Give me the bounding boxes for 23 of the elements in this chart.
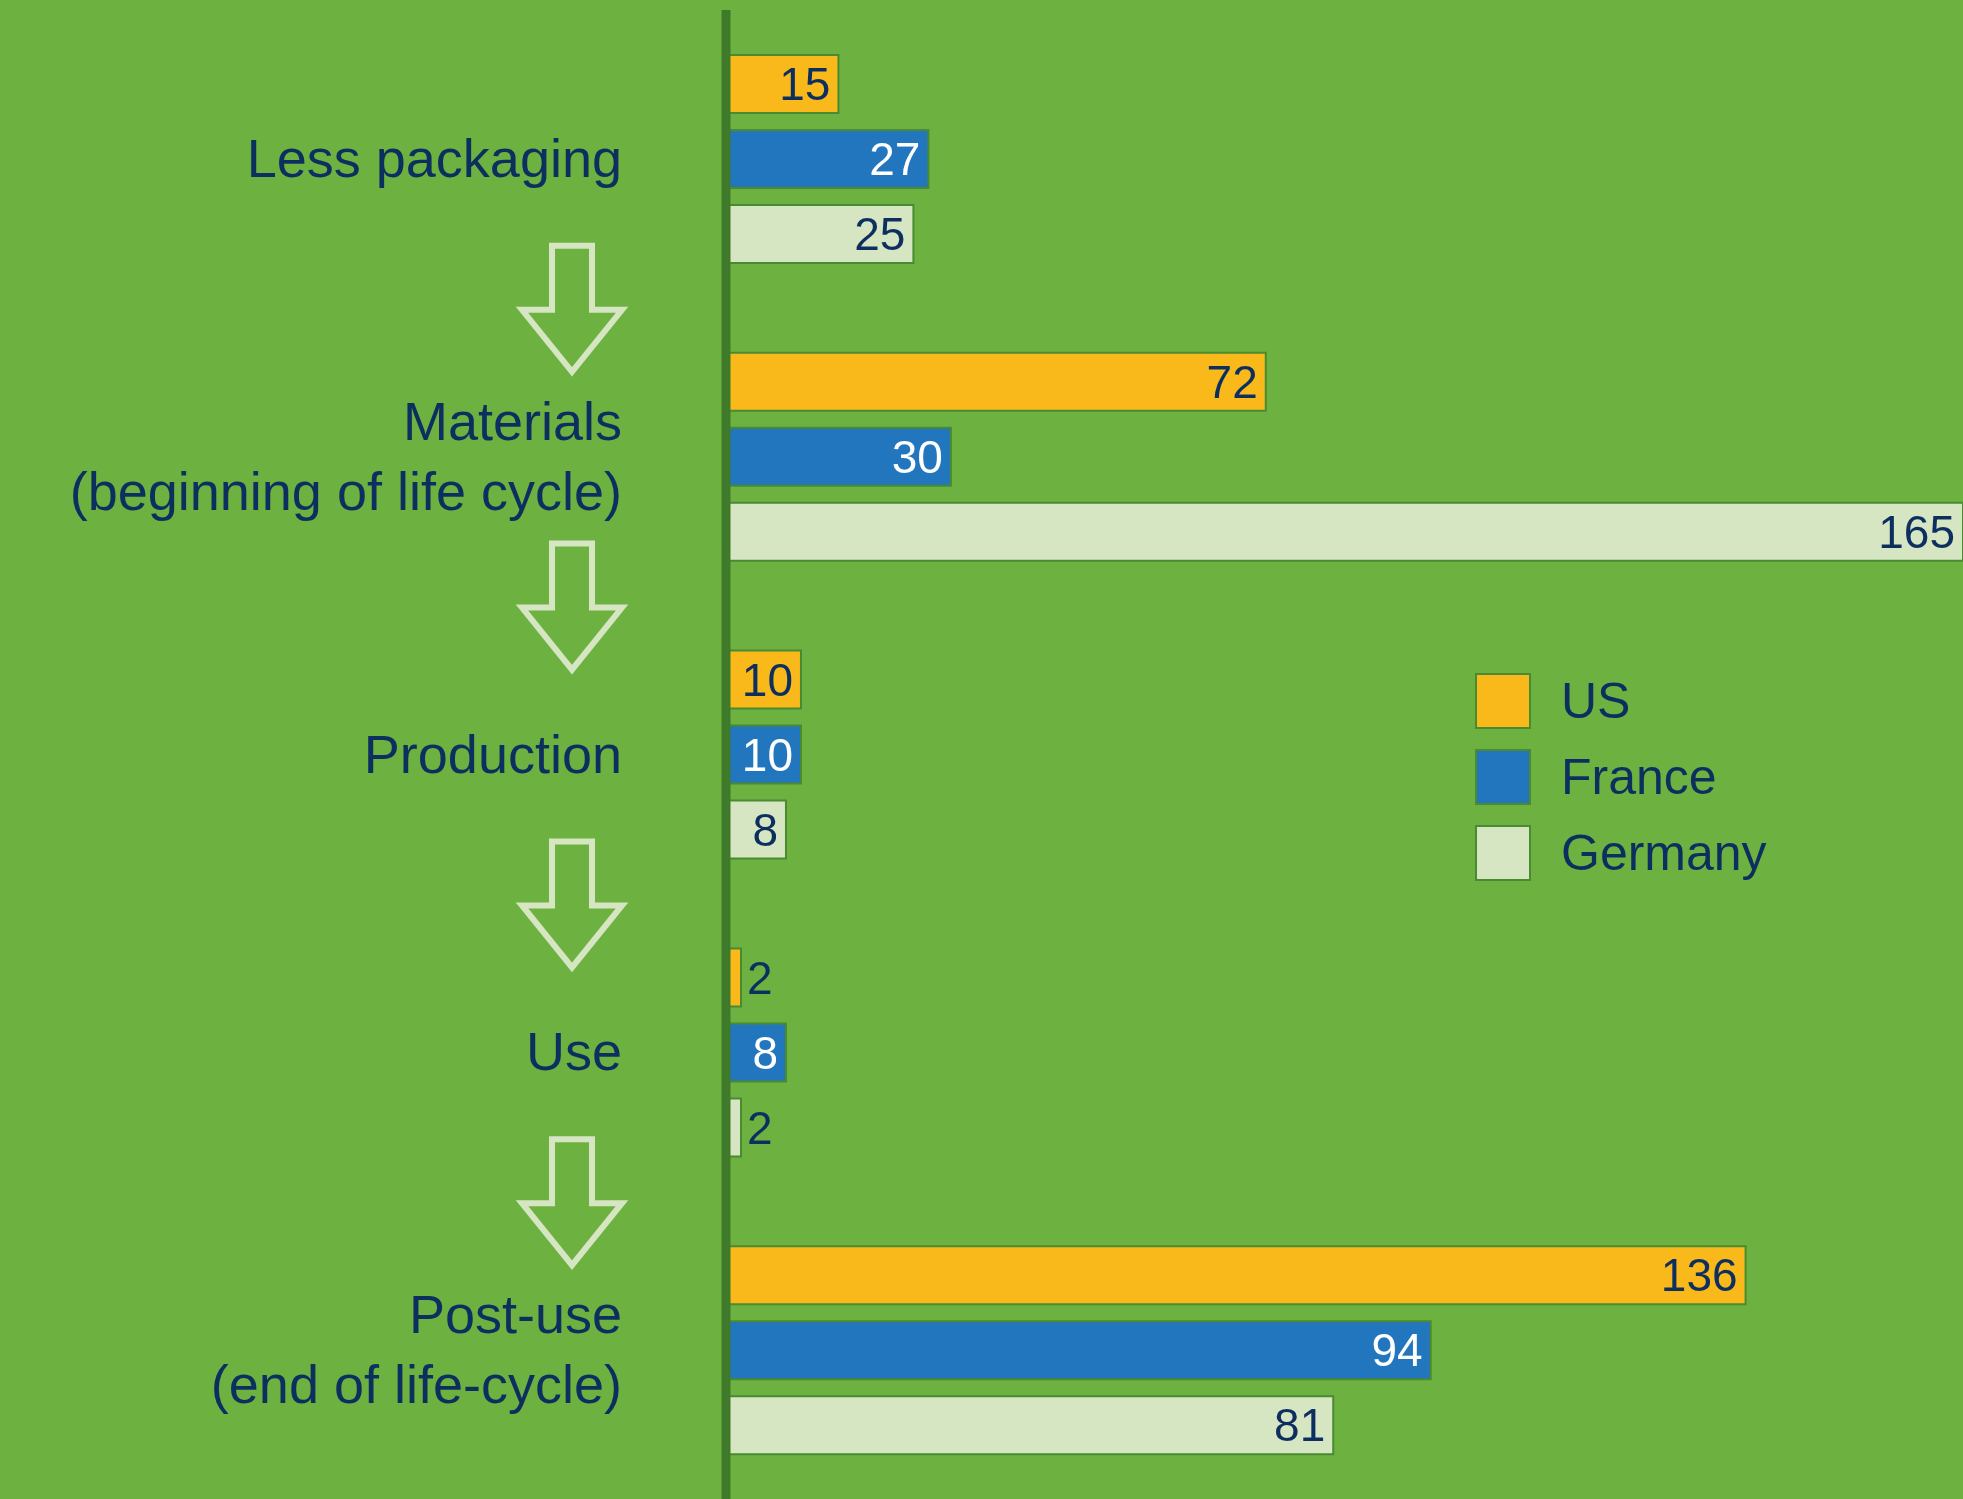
data-label: 2 [746,951,773,1004]
legend-label: US [1561,672,1631,730]
data-label: 10 [741,728,793,781]
data-label: 165 [1878,505,1955,558]
y-tick-label: Less packaging [246,127,622,188]
data-label: 10 [741,653,793,706]
data-label: 8 [752,1026,778,1079]
data-label: 2 [746,1101,773,1154]
legend-label: Germany [1561,824,1767,882]
y-tick-label: Post-use (end of life-cycle) [210,1284,622,1415]
data-label: 72 [1206,355,1258,408]
y-tick-label: Materials (beginning of life cycle) [69,390,622,521]
data-label: 30 [891,430,943,483]
legend-label: France [1561,748,1717,806]
data-label: 15 [779,58,831,111]
data-label: 27 [869,133,921,186]
y-tick-label: Use [525,1021,622,1082]
y-tick-label: Production [363,723,622,784]
data-label: 8 [752,803,778,856]
data-label: 94 [1371,1324,1423,1377]
data-label: 81 [1274,1399,1326,1452]
data-label: 136 [1660,1249,1738,1302]
data-label: 25 [854,208,906,261]
